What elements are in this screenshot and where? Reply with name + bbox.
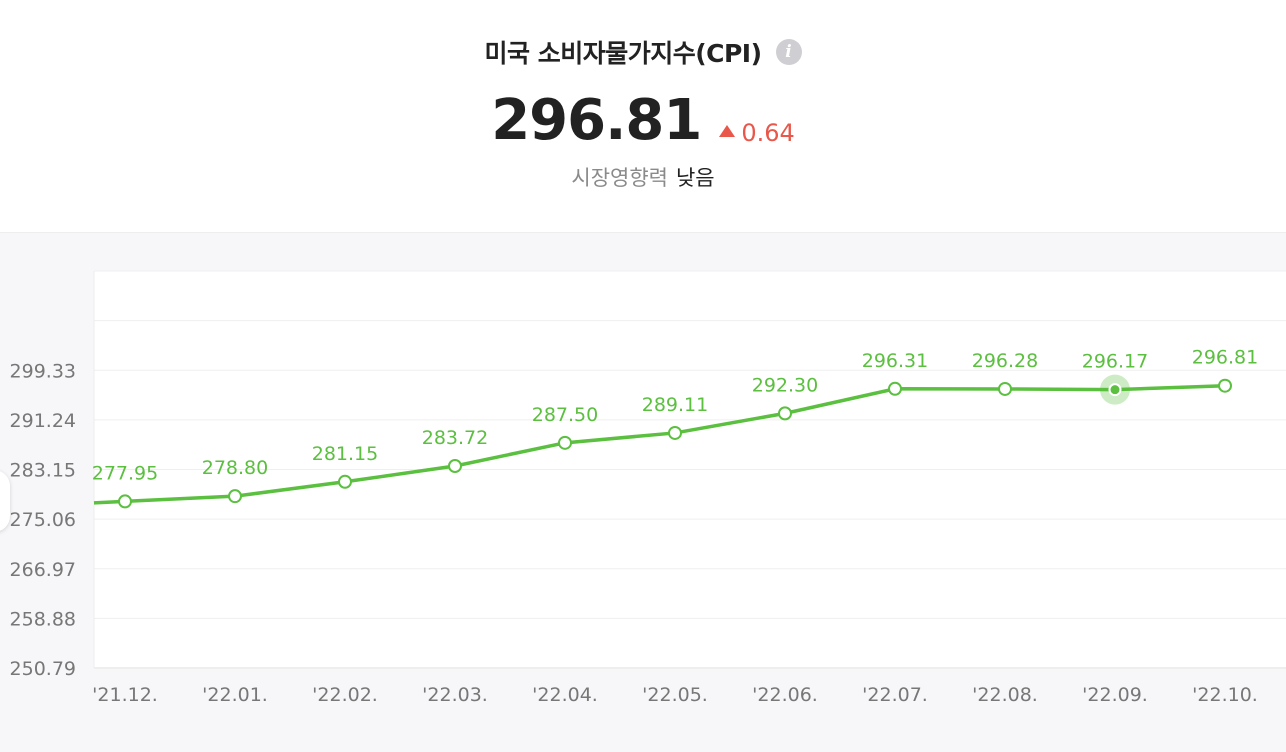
data-label: 296.31: [862, 350, 928, 372]
x-tick-label: '22.09.: [1082, 684, 1148, 706]
impact-label: 시장영향력: [571, 166, 668, 190]
cpi-line-chart[interactable]: 250.79 258.88 266.97 275.06 283.15 291.24 299.…: [0, 233, 1286, 752]
x-tick-label: '22.01.: [202, 684, 268, 706]
page-title: 미국 소비자물가지수(CPI): [484, 39, 762, 68]
y-axis: 250.79 258.88 266.97 275.06 283.15 291.24 299.…: [10, 360, 76, 680]
indicator-header: 미국 소비자물가지수(CPI) i 296.81 0.64 시장영향력 낮음: [0, 0, 1286, 233]
grid-lines: [93, 270, 1286, 669]
data-label: 281.15: [312, 443, 378, 465]
data-labels: 277.95 278.80 281.15 283.72 287.50 289.11 292.…: [92, 347, 1258, 485]
data-label: 283.72: [422, 427, 488, 449]
data-point[interactable]: [778, 406, 792, 421]
data-point[interactable]: [448, 459, 462, 474]
data-point[interactable]: [1218, 378, 1232, 393]
title-row: 미국 소비자물가지수(CPI) i: [0, 34, 1286, 70]
change-indicator: 0.64: [719, 119, 795, 147]
y-tick-label: 299.33: [10, 360, 76, 382]
y-tick-label: 258.88: [10, 608, 76, 630]
triangle-up-icon: [719, 125, 736, 137]
data-point[interactable]: [118, 494, 132, 509]
series-line-path: [93, 383, 1226, 505]
data-point[interactable]: [338, 474, 352, 489]
x-tick-label: '22.02.: [312, 684, 378, 706]
data-point-highlighted[interactable]: [1108, 383, 1122, 397]
x-tick-label: '22.03.: [422, 684, 488, 706]
change-value: 0.64: [741, 119, 795, 147]
x-tick-label: '21.12.: [92, 684, 158, 706]
info-icon[interactable]: i: [775, 39, 802, 65]
data-label: 296.17: [1082, 351, 1148, 373]
data-label: 296.81: [1192, 347, 1258, 369]
x-tick-label: '22.08.: [972, 684, 1038, 706]
data-point[interactable]: [668, 425, 682, 440]
y-tick-label: 266.97: [10, 559, 76, 581]
x-axis: '21.12. '22.01. '22.02. '22.03. '22.04. '22.0…: [92, 684, 1258, 706]
x-tick-label: '22.07.: [862, 684, 928, 706]
series-line: [93, 383, 1226, 505]
data-label: 287.50: [532, 404, 598, 426]
y-tick-label: 283.15: [10, 460, 76, 482]
data-point[interactable]: [998, 381, 1012, 396]
data-label: 296.28: [972, 350, 1038, 372]
impact-value: 낮음: [675, 166, 715, 190]
current-value: 296.81: [491, 88, 702, 153]
data-label: 292.30: [752, 374, 818, 396]
x-tick-label: '22.05.: [642, 684, 708, 706]
y-tick-label: 291.24: [10, 410, 76, 432]
data-point[interactable]: [228, 489, 242, 504]
y-tick-label: 250.79: [10, 658, 76, 680]
data-points: [118, 374, 1232, 509]
x-tick-label: '22.10.: [1192, 684, 1258, 706]
x-tick-label: '22.06.: [752, 684, 818, 706]
x-tick-label: '22.04.: [532, 684, 598, 706]
y-tick-label: 275.06: [10, 509, 76, 531]
chart-scroll-handle[interactable]: [0, 470, 10, 532]
data-label: 277.95: [92, 462, 158, 484]
data-point[interactable]: [888, 381, 902, 396]
market-impact: 시장영향력 낮음: [0, 162, 1286, 192]
data-label: 289.11: [642, 394, 708, 416]
data-point[interactable]: [558, 435, 572, 450]
data-label: 278.80: [202, 457, 268, 479]
value-row: 296.81 0.64: [0, 88, 1286, 153]
